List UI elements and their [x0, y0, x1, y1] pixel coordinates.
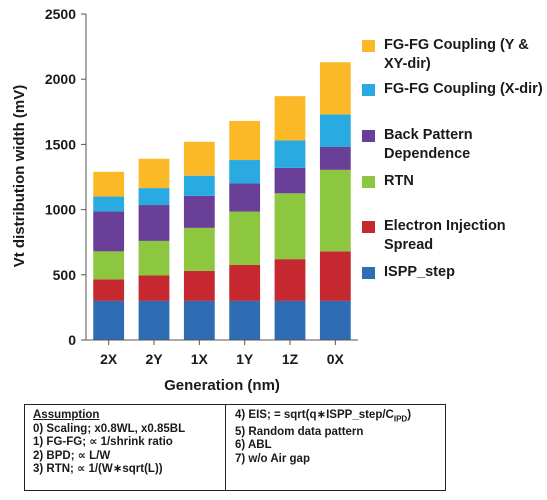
assumption-right-column: 4) EIS; = sqrt(q∗ISPP_step/CIPD) 5) Rand…	[235, 409, 411, 467]
legend-swatch	[362, 267, 375, 279]
legend-swatch	[362, 176, 375, 188]
bar-segment	[229, 120, 261, 161]
bar-segment	[274, 167, 306, 194]
bar-segment	[93, 211, 125, 252]
x-tick-label: 0X	[327, 351, 345, 367]
legend-label: Back Pattern Dependence	[384, 127, 473, 162]
x-axis: 2X 2Y 1X 1Y 1Z 0X	[86, 339, 358, 367]
bar-segment	[274, 259, 306, 301]
legend-label: FG-FG Coupling (X-dir)	[384, 81, 543, 97]
eis-subscript: IPD	[393, 414, 408, 424]
bar-segment	[138, 300, 170, 340]
assumption-divider	[225, 405, 226, 490]
legend-swatch	[362, 221, 375, 233]
bar-segment	[183, 175, 215, 196]
assumption-box: Assumption 0) Scaling; x0.8WL, x0.85BL 1…	[24, 404, 446, 491]
legend-label: ISPP_step	[384, 264, 455, 280]
bar-segment	[138, 158, 170, 189]
assumption-line: 7) w/o Air gap	[235, 453, 310, 466]
bar-segment	[93, 279, 125, 301]
bar-segment	[229, 300, 261, 340]
y-tick-label: 0	[68, 332, 76, 348]
y-tick-label: 2500	[45, 6, 76, 22]
bar-segment	[274, 140, 306, 168]
bar-segment	[319, 251, 351, 301]
y-tick-label: 1000	[45, 202, 76, 218]
assumption-line: 0) Scaling; x0.8WL, x0.85BL	[33, 422, 186, 435]
bar-segment	[138, 240, 170, 276]
x-tick-label: 2X	[100, 351, 118, 367]
stacked-bar-chart: 0 500 1000 1500 2000 2500 2X 2Y 1X 1Y 1Z 0X Vt dis…	[11, 6, 358, 394]
legend-label: Electron Injection Spread	[384, 218, 506, 253]
assumption-line: 2) BPD; ∝ L/W	[33, 449, 111, 462]
bar-segment	[183, 195, 215, 228]
bar-segment	[319, 300, 351, 340]
assumption-line: 1) FG-FG; ∝ 1/shrink ratio	[33, 436, 173, 449]
plot-area	[93, 62, 351, 340]
assumption-line: 3) RTN; ∝ 1/(W∗sqrt(L))	[33, 463, 163, 476]
bar-segment	[319, 114, 351, 148]
legend-swatch	[362, 40, 375, 52]
bar-segment	[93, 171, 125, 197]
y-tick-label: 500	[53, 267, 77, 283]
bar-segment	[93, 251, 125, 280]
bar-segment	[229, 265, 261, 301]
bar-segment	[274, 96, 306, 141]
y-tick-label: 1500	[45, 136, 76, 152]
legend-swatch	[362, 130, 375, 142]
x-tick-label: 2Y	[145, 351, 163, 367]
bar-segment	[183, 141, 215, 176]
bar-segment	[319, 169, 351, 252]
assumption-heading: Assumption	[33, 409, 100, 421]
eis-formula-end: )	[407, 409, 412, 421]
y-axis-label: Vt distribution width (mV)	[11, 85, 28, 267]
assumption-line-eis: 4) EIS; = sqrt(q∗ISPP_step/CIPD)	[235, 409, 411, 426]
y-axis: 0 500 1000 1500 2000 2500	[45, 6, 87, 348]
bar-segment	[138, 275, 170, 301]
x-tick-label: 1Z	[282, 351, 299, 367]
y-tick-label: 2000	[45, 71, 76, 87]
assumption-line: 5) Random data pattern	[235, 425, 364, 438]
bar-segment	[229, 160, 261, 184]
legend-label: RTN	[384, 173, 414, 189]
assumption-left-column: Assumption 0) Scaling; x0.8WL, x0.85BL 1…	[33, 409, 185, 477]
bar-segment	[319, 62, 351, 115]
bar-segment	[274, 300, 306, 340]
bar-segment	[274, 193, 306, 260]
x-axis-label: Generation (nm)	[164, 377, 280, 394]
bar-segment	[229, 183, 261, 212]
bar-segment	[138, 205, 170, 241]
bar-segment	[229, 211, 261, 266]
eis-formula: 4) EIS; = sqrt(q∗ISPP_step/C	[235, 409, 394, 421]
bar-segment	[183, 227, 215, 271]
legend-label: FG-FG Coupling (Y & XY-dir)	[384, 37, 529, 72]
bar-segment	[138, 188, 170, 206]
bar-segment	[183, 270, 215, 301]
bar-segment	[319, 147, 351, 170]
bar-segment	[93, 196, 125, 212]
x-tick-label: 1X	[191, 351, 209, 367]
x-tick-label: 1Y	[236, 351, 254, 367]
bar-segment	[183, 300, 215, 340]
assumption-line: 6) ABL	[235, 439, 272, 452]
bar-segment	[93, 300, 125, 340]
legend-swatch	[362, 84, 375, 96]
